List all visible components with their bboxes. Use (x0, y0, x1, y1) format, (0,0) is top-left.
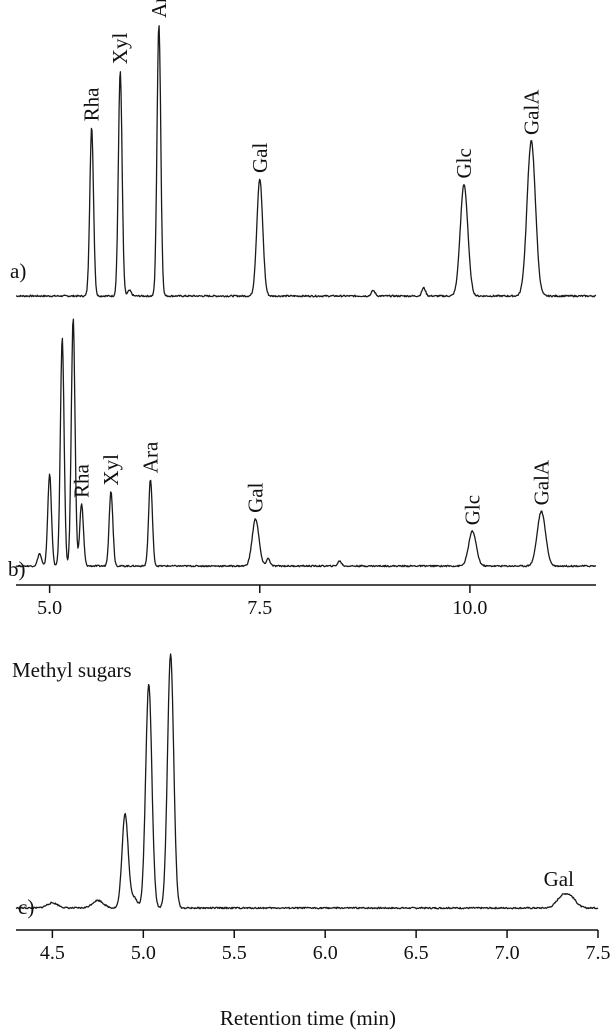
peak-label-gal: Gal (544, 867, 574, 891)
peak-label-gala: GalA (529, 459, 553, 505)
x-ticks-b: 5.0 7.5 10.0 (37, 585, 487, 619)
peak-labels-c: Gal (544, 867, 574, 891)
peak-label-glc: Glc (452, 148, 476, 178)
x-axis-title: Retention time (min) (220, 1006, 396, 1030)
x-ticks-c: 4.5 5.0 5.5 6.0 6.5 7.0 7.5 (40, 930, 611, 964)
panel-b: b) Rha Xyl Ara Gal Glc GalA 5.0 7.5 10.0 (8, 318, 597, 619)
peak-label-rha: Rha (80, 87, 104, 122)
trace-c (15, 653, 599, 910)
peak-label-xyl: Xyl (99, 454, 123, 486)
peak-label-gala: GalA (519, 89, 543, 135)
trace-b (15, 318, 597, 568)
x-tick-label: 5.5 (222, 942, 247, 964)
x-tick-label: 7.5 (586, 942, 611, 964)
peak-labels-b: Rha Xyl Ara Gal Glc GalA (70, 441, 554, 525)
panel-b-label: b) (8, 557, 26, 581)
peak-label-ara: Ara (139, 441, 163, 473)
panel-c-label: c) (18, 895, 34, 919)
x-tick-label: 6.5 (404, 942, 429, 964)
x-tick-label: 7.5 (247, 597, 272, 619)
trace-a (15, 25, 597, 298)
peak-label-xyl: Xyl (108, 33, 132, 65)
panel-c: c) Methyl sugars Gal 4.5 5.0 5.5 6.0 6.5 7.0 7… (12, 653, 611, 1030)
peak-label-glc: Glc (460, 495, 484, 525)
x-tick-label: 7.0 (495, 942, 520, 964)
peak-label-rha: Rha (70, 463, 94, 498)
methyl-sugars-annotation: Methyl sugars (12, 658, 132, 682)
x-tick-label: 6.0 (313, 942, 338, 964)
x-tick-label: 10.0 (452, 597, 487, 619)
x-tick-label: 5.0 (37, 597, 62, 619)
peak-label-ara: Ara (147, 0, 171, 18)
peak-label-gal: Gal (248, 143, 272, 173)
x-tick-label: 4.5 (40, 942, 65, 964)
panel-a-label: a) (10, 259, 26, 283)
peak-label-gal: Gal (244, 482, 268, 512)
x-tick-label: 5.0 (131, 942, 156, 964)
